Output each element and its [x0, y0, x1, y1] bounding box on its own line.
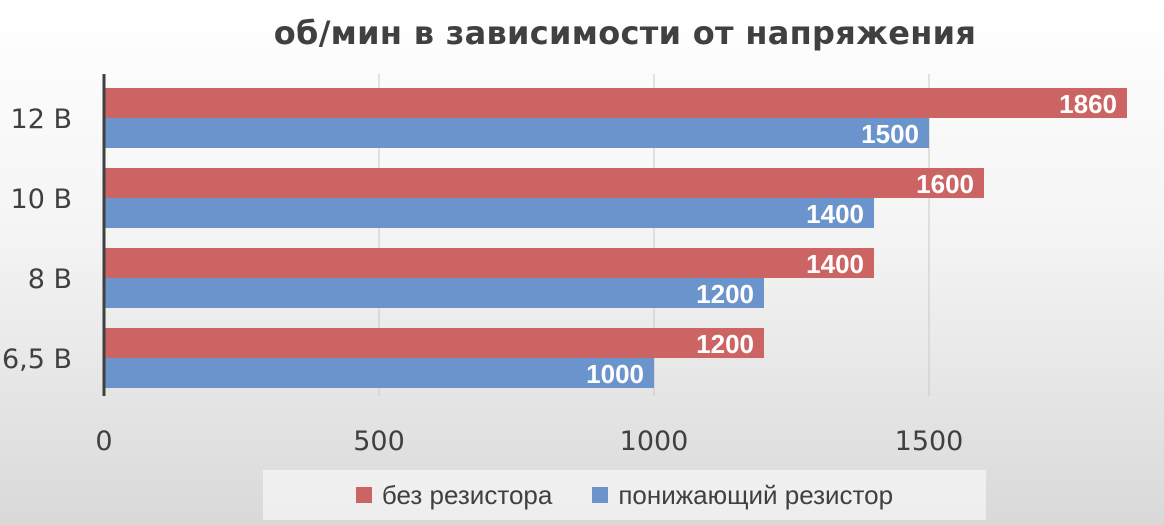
bar	[104, 168, 984, 198]
category-label: 6,5 В	[2, 344, 72, 375]
bar	[104, 88, 1127, 118]
bar	[104, 198, 874, 228]
x-tick-label: 1500	[895, 426, 964, 457]
legend-item-series-2: понижающий резистор	[592, 480, 893, 511]
x-tick-label: 1000	[620, 426, 689, 457]
bar	[104, 328, 764, 358]
legend-item-series-1: без резистора	[355, 479, 553, 511]
bar	[104, 278, 764, 308]
category-label: 8 В	[28, 264, 72, 295]
bar	[104, 118, 929, 148]
legend: без резистора понижающий резистор	[263, 470, 986, 520]
legend-label: понижающий резистор	[618, 479, 894, 510]
data-label: 1600	[916, 169, 974, 199]
bar	[104, 248, 874, 278]
legend-label: без резистора	[381, 479, 553, 510]
x-tick-label: 0	[95, 426, 112, 457]
category-label: 12 В	[11, 104, 72, 135]
data-label: 1500	[861, 119, 919, 149]
chart-title: об/мин в зависимости от напряжения	[273, 14, 977, 52]
data-label: 1000	[586, 359, 644, 389]
legend-swatch	[355, 487, 372, 503]
category-label: 10 В	[11, 184, 72, 215]
legend-swatch	[592, 487, 609, 503]
bar	[104, 358, 654, 388]
data-label: 1200	[696, 279, 754, 309]
data-label: 1860	[1059, 89, 1117, 119]
data-label: 1400	[806, 249, 864, 279]
data-label: 1400	[806, 199, 864, 229]
data-label: 1200	[696, 329, 754, 359]
x-tick-label: 500	[353, 426, 405, 457]
